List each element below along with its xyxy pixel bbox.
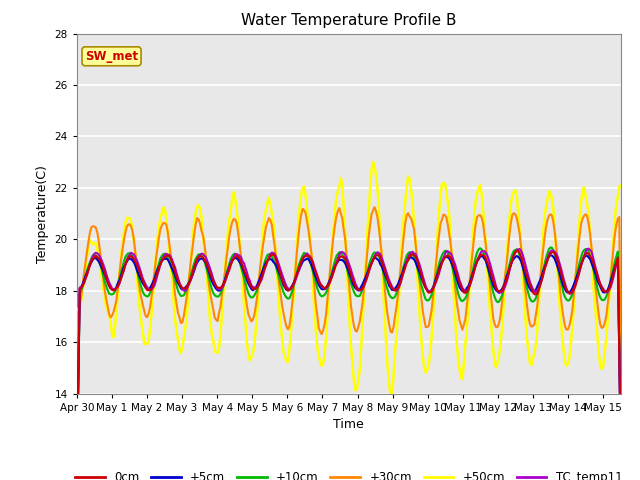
- +30cm: [617, 393, 625, 398]
- +30cm: [73, 459, 81, 465]
- +10cm: [617, 447, 625, 453]
- Y-axis label: Temperature(C): Temperature(C): [36, 165, 49, 263]
- +5cm: [547, 252, 554, 258]
- 0cm: [163, 253, 170, 259]
- +10cm: [73, 476, 81, 480]
- +10cm: [163, 252, 170, 258]
- TC_temp11: [607, 285, 614, 290]
- +10cm: [472, 254, 479, 260]
- TC_temp11: [350, 276, 358, 282]
- +5cm: [617, 453, 625, 459]
- +10cm: [547, 245, 554, 251]
- +5cm: [472, 262, 479, 268]
- +50cm: [142, 340, 150, 346]
- Line: 0cm: 0cm: [77, 251, 621, 476]
- TC_temp11: [472, 262, 479, 268]
- +5cm: [256, 275, 264, 280]
- TC_temp11: [73, 472, 81, 478]
- Text: SW_met: SW_met: [85, 50, 138, 63]
- +30cm: [163, 222, 170, 228]
- 0cm: [515, 248, 522, 253]
- +50cm: [617, 182, 625, 188]
- +50cm: [473, 190, 481, 196]
- +30cm: [607, 275, 614, 281]
- +5cm: [73, 474, 81, 480]
- 0cm: [617, 450, 625, 456]
- Legend: 0cm, +5cm, +10cm, +30cm, +50cm, TC_temp11: 0cm, +5cm, +10cm, +30cm, +50cm, TC_temp1…: [70, 466, 627, 480]
- +5cm: [163, 256, 170, 262]
- +10cm: [350, 289, 358, 295]
- +10cm: [142, 293, 150, 299]
- +50cm: [607, 279, 614, 285]
- +10cm: [256, 278, 264, 284]
- Line: TC_temp11: TC_temp11: [77, 249, 621, 475]
- Line: +5cm: +5cm: [77, 255, 621, 477]
- 0cm: [142, 285, 150, 290]
- Line: +50cm: +50cm: [77, 162, 621, 480]
- TC_temp11: [163, 251, 170, 257]
- +5cm: [607, 279, 614, 285]
- 0cm: [472, 263, 479, 269]
- +50cm: [163, 216, 170, 221]
- +5cm: [142, 285, 150, 290]
- 0cm: [350, 280, 358, 286]
- +50cm: [256, 266, 264, 272]
- Line: +10cm: +10cm: [77, 248, 621, 479]
- +30cm: [350, 323, 358, 329]
- 0cm: [607, 282, 614, 288]
- TC_temp11: [585, 246, 593, 252]
- TC_temp11: [256, 280, 264, 286]
- +50cm: [350, 379, 358, 384]
- +5cm: [350, 283, 358, 288]
- TC_temp11: [617, 450, 625, 456]
- +30cm: [371, 204, 378, 210]
- TC_temp11: [142, 282, 150, 288]
- Line: +30cm: +30cm: [77, 207, 621, 462]
- X-axis label: Time: Time: [333, 418, 364, 431]
- +30cm: [142, 313, 150, 319]
- Title: Water Temperature Profile B: Water Temperature Profile B: [241, 13, 456, 28]
- +10cm: [607, 279, 614, 285]
- +50cm: [369, 159, 377, 165]
- 0cm: [73, 473, 81, 479]
- +30cm: [473, 214, 481, 220]
- 0cm: [256, 279, 264, 285]
- +30cm: [256, 265, 264, 271]
